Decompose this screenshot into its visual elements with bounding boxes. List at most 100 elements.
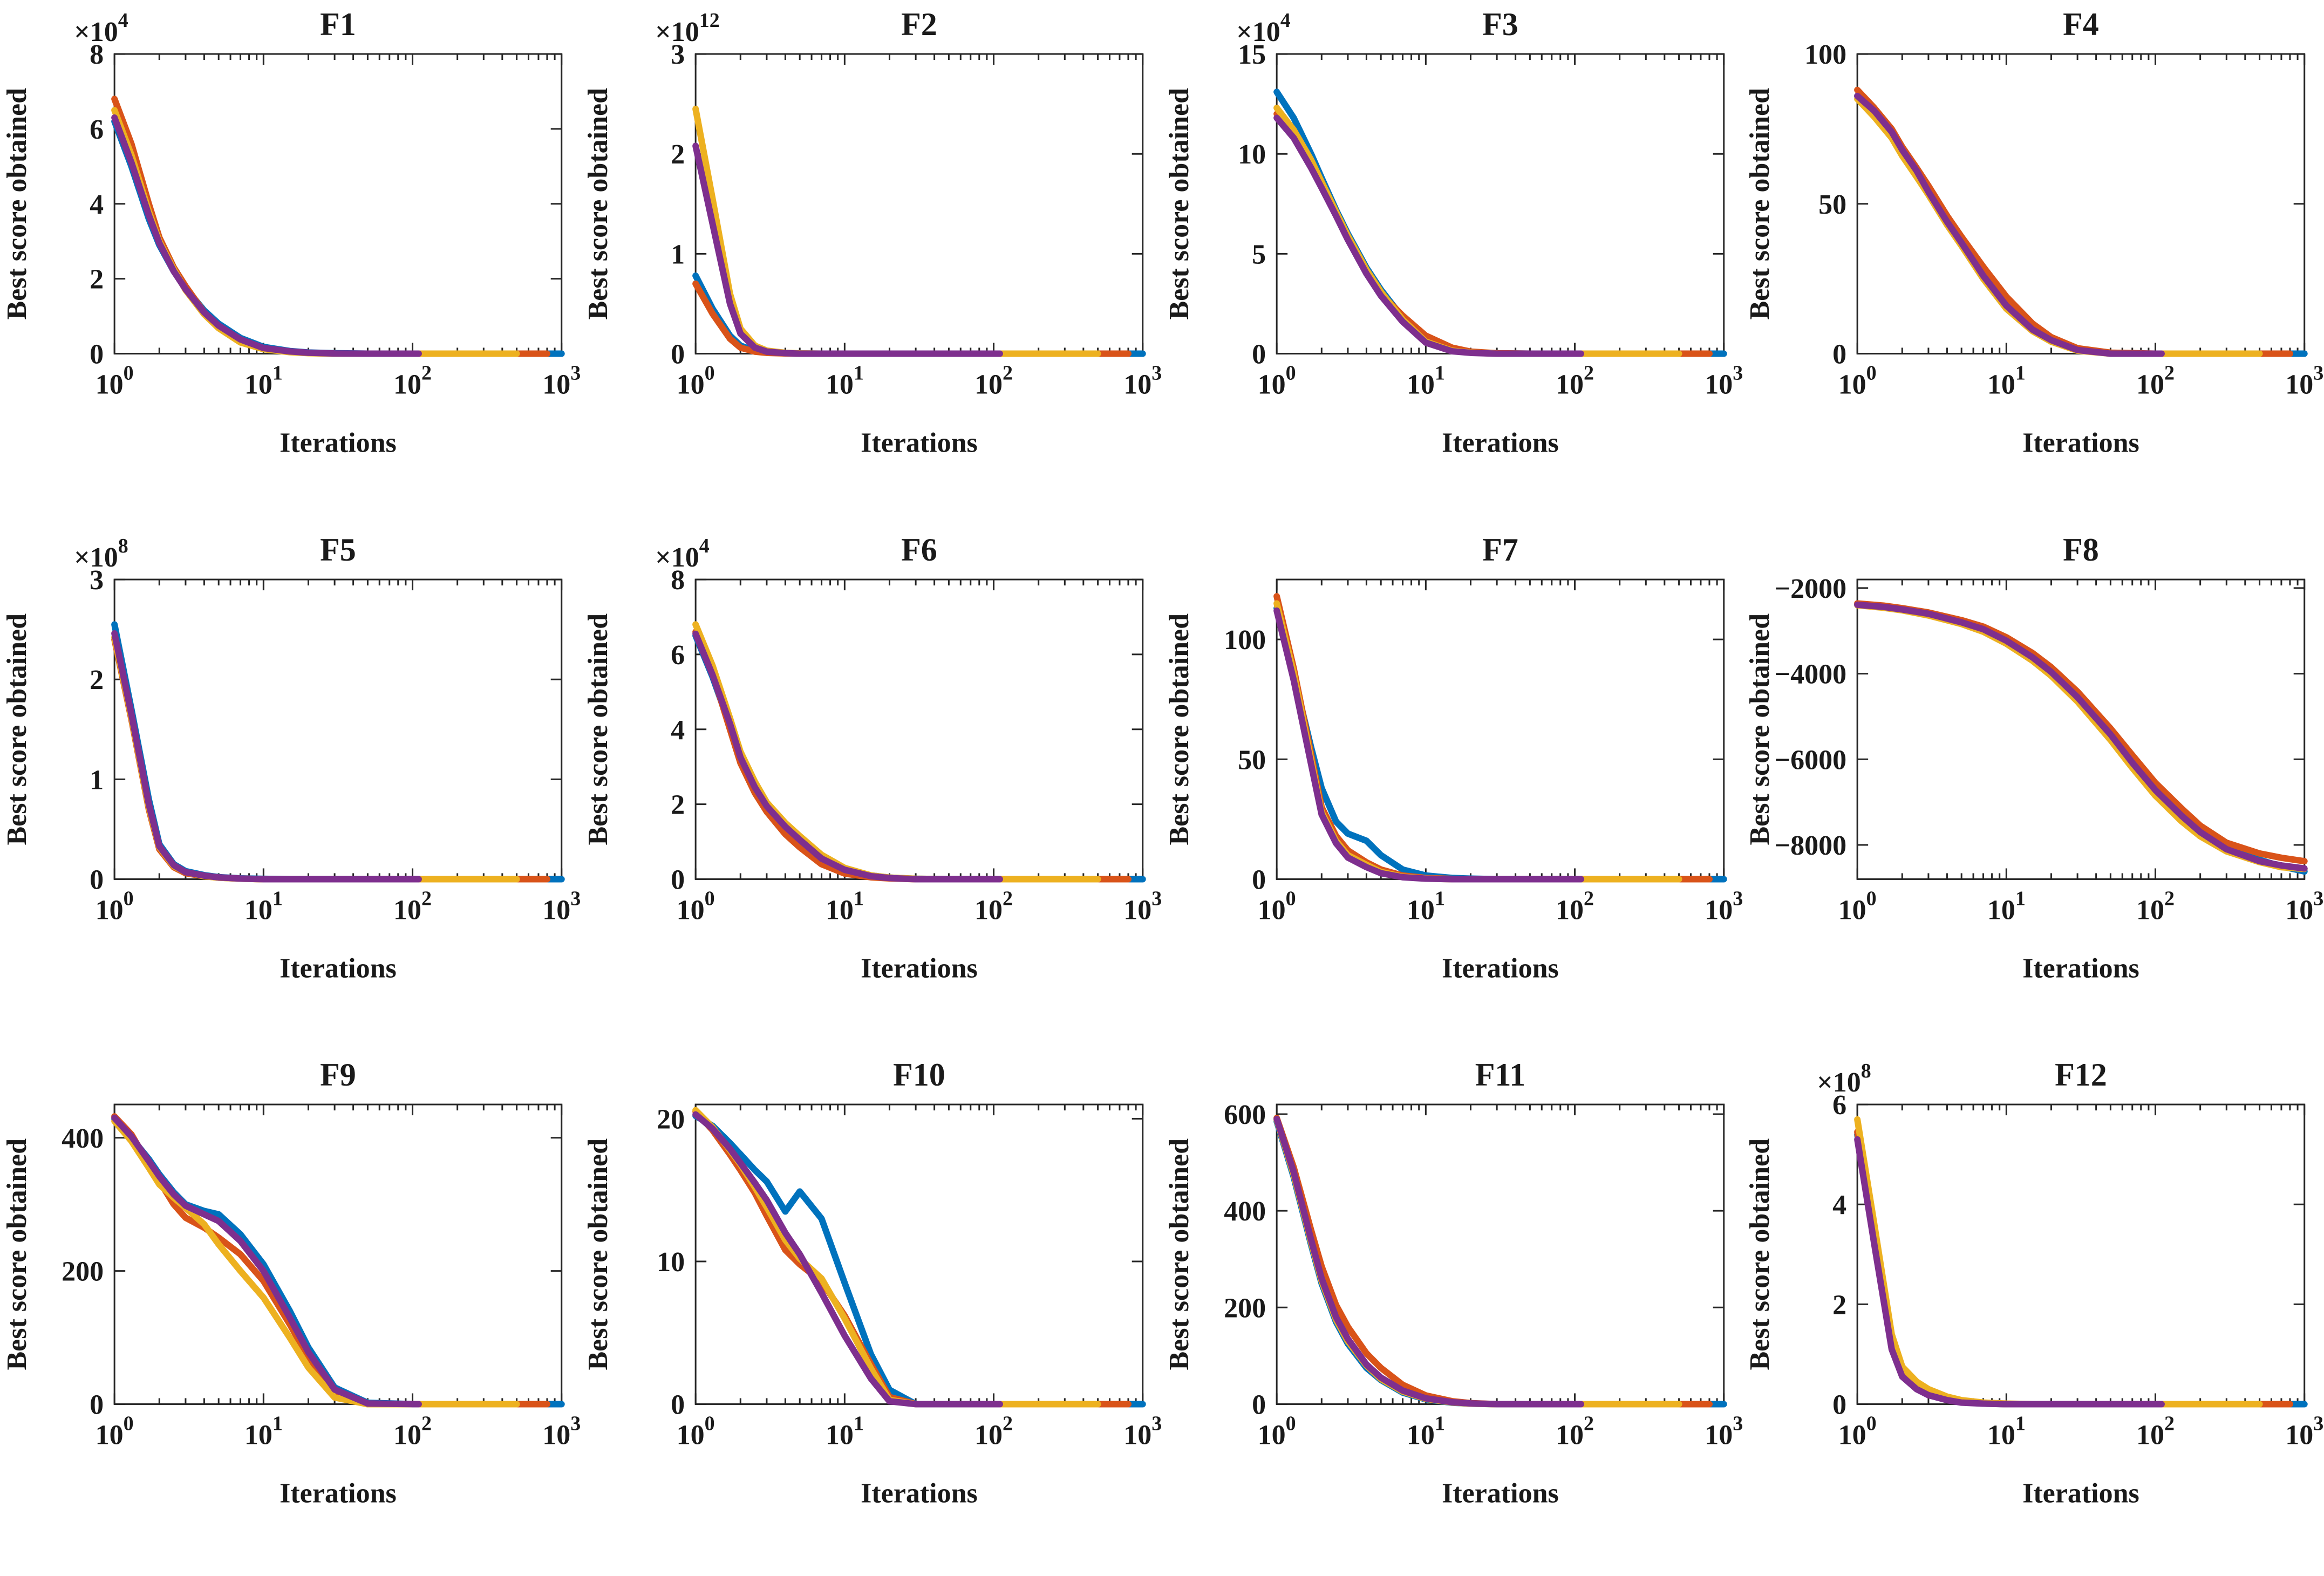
x-tick-label: 102: [2136, 1413, 2175, 1451]
chart-title: F5: [320, 531, 356, 568]
x-axis-label: Iterations: [1442, 1478, 1559, 1509]
y-tick-label: 0: [90, 339, 104, 370]
x-tick-label: 102: [393, 1413, 432, 1451]
y-axis-label: Best score obtained: [1744, 88, 1775, 320]
y-exponent-label: ×104: [655, 535, 710, 573]
series-line-series-1: [692, 632, 1146, 883]
x-tick-label: 103: [2285, 1413, 2323, 1451]
x-tick-label: 103: [1123, 1413, 1162, 1451]
y-tick-label: 200: [1224, 1293, 1266, 1324]
x-axis-label: Iterations: [2022, 428, 2139, 459]
series-line-series-4: [692, 142, 1003, 357]
y-tick-label: 0: [90, 1390, 104, 1421]
axes-box: [1856, 53, 2306, 354]
y-tick-label: 0: [1832, 339, 1846, 370]
x-tick-label: 103: [1123, 887, 1162, 925]
chart-f4: 100 101 102 103 0 50 100 F4 Iterations Best score…: [1744, 6, 2323, 459]
series-line-series-4: [692, 1111, 1003, 1408]
x-tick-label: 101: [1406, 361, 1444, 400]
series-line-series-4: [1854, 1136, 2165, 1408]
y-tick-label: 8: [90, 39, 104, 70]
axes-box: [694, 1103, 1143, 1406]
x-tick-label: 102: [974, 887, 1013, 925]
y-tick-label: 1: [90, 765, 104, 795]
x-tick-label: 103: [542, 887, 581, 925]
x-tick-label: 100: [676, 361, 714, 400]
series-line-series-4: [1854, 92, 2165, 357]
y-axis-label: Best score obtained: [1744, 613, 1775, 845]
y-tick-label: 6: [671, 640, 685, 671]
y-axis-label: Best score obtained: [1164, 88, 1195, 320]
x-tick-label: 102: [2136, 887, 2175, 925]
series-line-series-3: [692, 621, 1101, 883]
y-exponent-label: ×104: [74, 9, 128, 47]
x-tick-label: 101: [826, 1413, 864, 1451]
y-tick-label: 200: [62, 1257, 104, 1287]
axes-box: [1856, 578, 2306, 880]
y-axis-label: Best score obtained: [583, 1138, 614, 1370]
x-tick-label: 103: [1705, 1413, 1743, 1451]
series-line-series-2: [692, 628, 1132, 883]
subplot-f1: 100 101 102 103 0 2 4 6 8 F1 Iterations Best score …: [0, 0, 581, 526]
x-tick-label: 100: [676, 887, 714, 925]
x-tick-label: 103: [2285, 887, 2323, 925]
axes-box: [113, 578, 563, 880]
y-tick-label: 2: [90, 264, 104, 295]
y-axis-label: Best score obtained: [1744, 1138, 1775, 1370]
y-tick-label: 2: [671, 139, 685, 170]
subplot-f12: 100 101 102 103 0 2 4 6 F12 Iterations Best score …: [1743, 1050, 2324, 1576]
x-tick-label: 101: [244, 1413, 283, 1451]
x-tick-label: 101: [244, 361, 283, 400]
y-tick-label: 0: [90, 864, 104, 895]
series-line-series-1: [1273, 605, 1727, 883]
series-line-series-3: [111, 634, 520, 883]
x-axis-label: Iterations: [861, 953, 978, 984]
series-line-series-3: [1273, 1117, 1682, 1408]
y-axis-label: Best score obtained: [1164, 613, 1195, 845]
chart-title: F11: [1475, 1056, 1525, 1093]
series-line-series-1: [111, 118, 565, 357]
series-line-series-2: [692, 280, 1132, 357]
chart-title: F12: [2055, 1056, 2107, 1093]
series-line-series-2: [692, 1108, 1132, 1408]
series-line-series-1: [1854, 601, 2308, 875]
chart-title: F1: [320, 6, 356, 42]
y-tick-label: 6: [90, 114, 104, 145]
x-tick-label: 100: [1257, 361, 1296, 400]
series-line-series-3: [692, 105, 1101, 357]
chart-f3: 100 101 102 103 0 5 10 15 F3 Iterations Best score…: [1164, 6, 1743, 459]
x-axis-label: Iterations: [280, 428, 397, 459]
series-line-series-2: [111, 636, 551, 883]
y-tick-label: 10: [657, 1247, 685, 1278]
series-line-series-3: [1273, 600, 1682, 883]
chart-title: F9: [320, 1056, 356, 1093]
subplot-f7: 100 101 102 103 0 50 100 F7 Iterations Best score…: [1162, 526, 1743, 1051]
x-axis-label: Iterations: [2022, 953, 2139, 984]
axes-box: [694, 53, 1143, 354]
chart-f12: 100 101 102 103 0 2 4 6 F12 Iterations Best score …: [1744, 1056, 2323, 1509]
y-tick-label: −4000: [1775, 659, 1847, 690]
series-line-series-1: [692, 272, 1146, 357]
x-tick-label: 102: [974, 1413, 1013, 1451]
y-tick-label: 0: [1252, 339, 1266, 370]
x-axis-label: Iterations: [861, 428, 978, 459]
y-exponent-label: ×1012: [655, 9, 720, 47]
chart-f2: 100 101 102 103 0 1 2 3 F2 Iterations Best score o…: [583, 6, 1162, 459]
x-tick-label: 101: [1987, 1413, 2026, 1451]
axes-box: [1276, 53, 1725, 354]
y-tick-label: 0: [671, 864, 685, 895]
y-exponent-label: ×108: [1817, 1060, 1871, 1098]
series-line-series-4: [111, 630, 422, 883]
x-tick-label: 102: [393, 887, 432, 925]
y-tick-label: 600: [1224, 1100, 1266, 1130]
y-tick-label: 100: [1224, 625, 1266, 656]
x-tick-label: 101: [1406, 1413, 1444, 1451]
y-tick-label: 100: [1804, 39, 1846, 70]
y-tick-label: 50: [1238, 745, 1266, 775]
x-tick-label: 103: [2285, 361, 2323, 400]
x-axis-label: Iterations: [1442, 428, 1559, 459]
series-line-series-4: [111, 114, 422, 357]
x-tick-label: 102: [2136, 361, 2175, 400]
series-line-series-2: [1854, 86, 2294, 357]
